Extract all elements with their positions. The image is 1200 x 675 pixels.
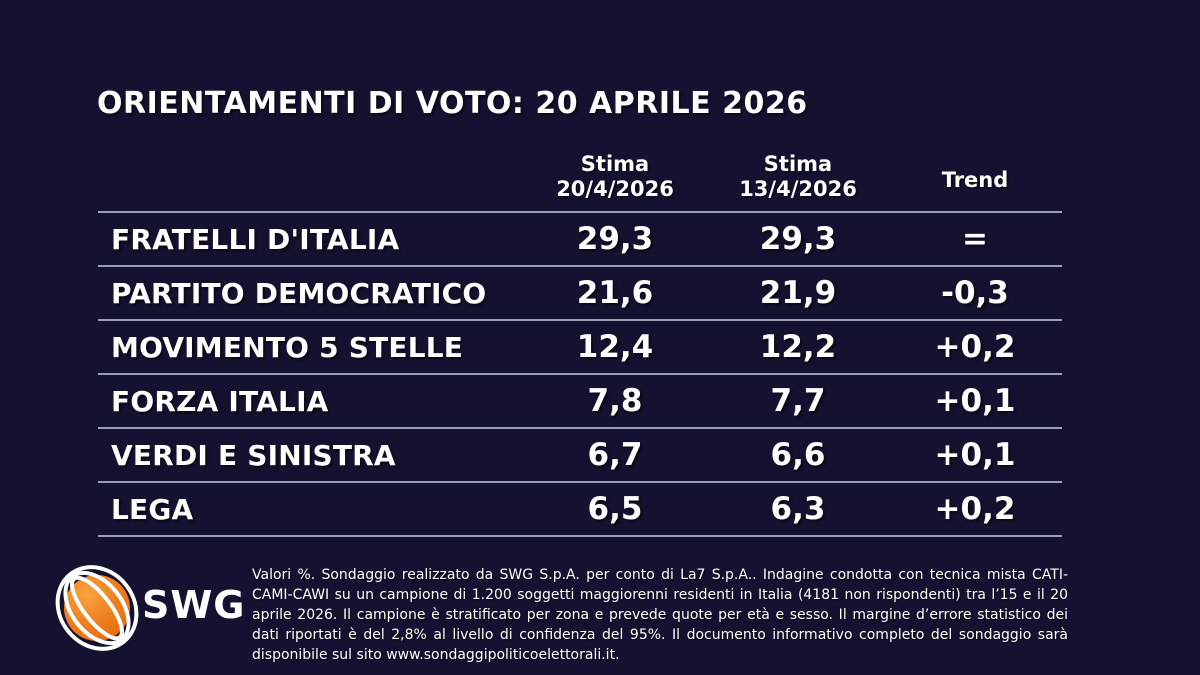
swg-logo: SWG bbox=[45, 556, 244, 660]
stima-previous-value: 21,9 bbox=[759, 275, 837, 311]
stima-previous-value: 12,2 bbox=[759, 329, 837, 365]
trend-value: +0,1 bbox=[934, 437, 1016, 473]
stima-previous-value: 6,3 bbox=[770, 491, 826, 527]
header-stima-current-line2: 20/4/2026 bbox=[556, 177, 674, 201]
trend-value: = bbox=[962, 221, 988, 257]
stima-previous-value: 29,3 bbox=[759, 221, 837, 257]
trend-value: +0,2 bbox=[934, 329, 1016, 365]
table-row: MOVIMENTO 5 STELLE 12,4 12,2 +0,2 bbox=[98, 319, 1062, 373]
methodology-disclaimer: Valori %. Sondaggio realizzato da SWG S.… bbox=[252, 567, 1068, 663]
party-name: FORZA ITALIA bbox=[111, 384, 329, 418]
table-row: LEGA 6,5 6,3 +0,2 bbox=[98, 481, 1062, 535]
stima-previous-value: 6,6 bbox=[770, 437, 826, 473]
table-row: FRATELLI D'ITALIA 29,3 29,3 = bbox=[98, 211, 1062, 265]
stima-current-value: 21,6 bbox=[576, 275, 654, 311]
stima-current-value: 6,5 bbox=[587, 491, 643, 527]
party-name: PARTITO DEMOCRATICO bbox=[111, 276, 487, 310]
party-name: MOVIMENTO 5 STELLE bbox=[111, 330, 464, 364]
table-body: FRATELLI D'ITALIA 29,3 29,3 = PARTITO DE… bbox=[98, 211, 1062, 537]
header-trend-label: Trend bbox=[941, 168, 1009, 192]
party-name: VERDI E SINISTRA bbox=[111, 438, 396, 472]
trend-value: +0,2 bbox=[934, 491, 1016, 527]
swg-logo-text: SWG bbox=[142, 583, 246, 627]
header-stima-previous-line2: 13/4/2026 bbox=[739, 177, 857, 201]
party-name: LEGA bbox=[111, 492, 194, 526]
stima-current-value: 12,4 bbox=[576, 329, 654, 365]
header-stima-current: Stima 20/4/2026 bbox=[522, 152, 708, 202]
table-row: VERDI E SINISTRA 6,7 6,6 +0,1 bbox=[98, 427, 1062, 481]
party-name: FRATELLI D'ITALIA bbox=[111, 222, 400, 256]
trend-value: -0,3 bbox=[941, 275, 1009, 311]
trend-value: +0,1 bbox=[934, 383, 1016, 419]
header-trend: Trend bbox=[888, 168, 1062, 202]
poll-results-table: Stima 20/4/2026 Stima 13/4/2026 Trend FR… bbox=[98, 148, 1062, 537]
table-row: PARTITO DEMOCRATICO 21,6 21,9 -0,3 bbox=[98, 265, 1062, 319]
stima-previous-value: 7,7 bbox=[770, 383, 826, 419]
header-stima-previous-line1: Stima bbox=[763, 152, 833, 176]
stima-current-value: 29,3 bbox=[576, 221, 654, 257]
table-header-row: Stima 20/4/2026 Stima 13/4/2026 Trend bbox=[98, 148, 1062, 211]
stima-current-value: 6,7 bbox=[587, 437, 643, 473]
stima-current-value: 7,8 bbox=[587, 383, 643, 419]
table-row: FORZA ITALIA 7,8 7,7 +0,1 bbox=[98, 373, 1062, 427]
header-stima-previous: Stima 13/4/2026 bbox=[708, 152, 888, 202]
page-title: ORIENTAMENTI DI VOTO: 20 APRILE 2026 bbox=[97, 86, 808, 121]
header-stima-current-line1: Stima bbox=[580, 152, 650, 176]
